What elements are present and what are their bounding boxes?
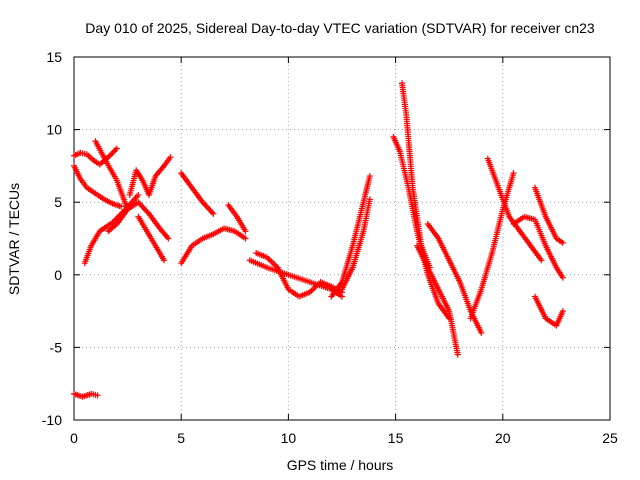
series-arc-n xyxy=(328,173,373,300)
data-point xyxy=(366,173,373,180)
x-tick-label: 25 xyxy=(602,430,618,446)
plot-border xyxy=(73,56,611,421)
data-point xyxy=(242,235,249,242)
y-tick-label: 0 xyxy=(54,267,62,283)
x-tick-label: 15 xyxy=(388,430,404,446)
series-arc-d xyxy=(81,191,142,267)
x-tick-label: 5 xyxy=(177,430,185,446)
data-point xyxy=(478,329,485,336)
data-point xyxy=(454,351,461,358)
data-point xyxy=(559,274,566,281)
series-arc-r xyxy=(414,242,461,358)
series-arc-u xyxy=(484,155,545,264)
y-tick-label: 10 xyxy=(46,122,62,138)
data-point xyxy=(510,170,517,177)
data-point xyxy=(559,239,566,246)
y-tick-label: 5 xyxy=(54,194,62,210)
series-arc-f xyxy=(105,199,172,242)
data-point xyxy=(242,228,249,235)
chart-title: Day 010 of 2025, Sidereal Day-to-day VTE… xyxy=(85,20,595,36)
x-axis-label: GPS time / hours xyxy=(287,457,394,473)
data-point xyxy=(118,203,125,210)
plot-frame xyxy=(73,56,611,421)
series-arc-k xyxy=(225,202,249,235)
y-tick-label: 15 xyxy=(46,49,62,65)
y-axis-label: SDTVAR / TECUs xyxy=(6,183,22,295)
series-arc-j xyxy=(178,225,249,267)
series-arc-v xyxy=(510,213,566,281)
tick-labels: 0 5 10 15 20 25 -10 -5 0 5 10 15 xyxy=(42,49,618,446)
series-arc-i xyxy=(178,170,217,217)
y-tick-label: -5 xyxy=(50,339,63,355)
data-point xyxy=(165,235,172,242)
data-point xyxy=(135,191,142,198)
y-tick-label: -10 xyxy=(42,412,62,428)
grid-lines xyxy=(74,57,610,420)
series-arc-c xyxy=(71,390,101,400)
data-point xyxy=(167,154,174,161)
series-arc-o xyxy=(339,196,373,293)
series-arc-x xyxy=(531,184,566,246)
data-points xyxy=(71,80,566,400)
series-arc-t xyxy=(467,170,517,322)
data-point xyxy=(161,257,168,264)
data-point xyxy=(210,210,217,217)
series-arc-a xyxy=(71,162,125,210)
series-arc-e xyxy=(92,138,131,213)
data-point xyxy=(538,257,545,264)
series-arc-w xyxy=(531,293,566,329)
data-point xyxy=(94,392,101,399)
series-arc-g xyxy=(126,154,174,198)
axis-ticks xyxy=(73,56,611,421)
x-tick-label: 10 xyxy=(281,430,297,446)
x-tick-label: 0 xyxy=(70,430,78,446)
data-point xyxy=(113,145,120,152)
data-point xyxy=(559,308,566,315)
data-point xyxy=(366,196,373,203)
x-tick-label: 20 xyxy=(495,430,511,446)
series-arc-h xyxy=(135,213,168,264)
